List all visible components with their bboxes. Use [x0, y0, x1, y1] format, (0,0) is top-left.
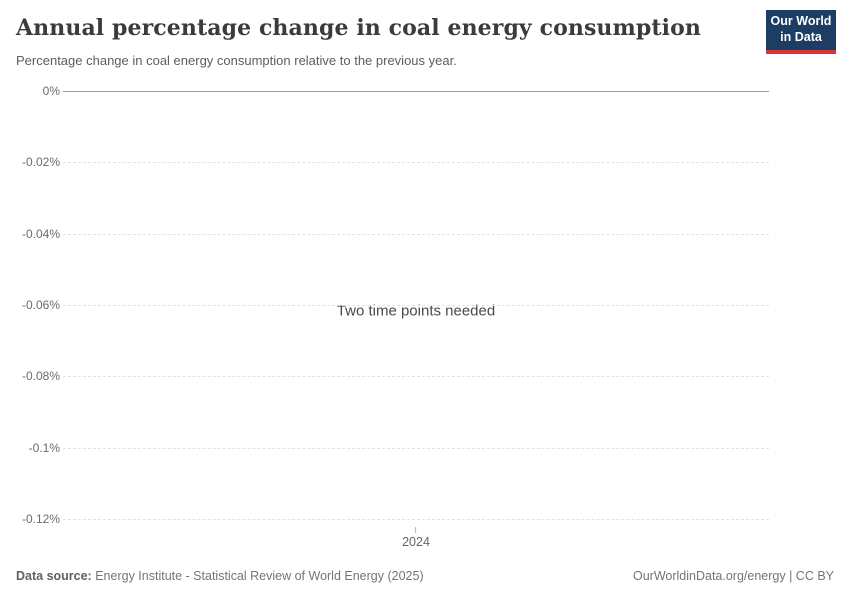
- chart-subtitle: Percentage change in coal energy consump…: [16, 53, 457, 68]
- owid-credit-link[interactable]: OurWorldinData.org/energy | CC BY: [632, 569, 834, 583]
- gridline: [63, 305, 769, 306]
- data-source-text: Energy Institute - Statistical Review of…: [95, 569, 424, 583]
- y-axis-tick-label: -0.02%: [21, 155, 60, 170]
- zero-gridline: [63, 91, 769, 92]
- x-axis-tick-mark: [415, 527, 417, 533]
- x-axis-tick-label: 2024: [402, 535, 430, 549]
- owid-logo-line2: in Data: [780, 30, 822, 44]
- y-axis-tick-label: -0.08%: [21, 369, 60, 384]
- x-axis-tick: 2024: [402, 527, 430, 549]
- gridline: [63, 162, 769, 164]
- data-source-label: Data source:: [16, 569, 92, 583]
- gridline: [63, 519, 769, 520]
- owid-logo-line1: Our World: [770, 14, 832, 29]
- gridline: [63, 376, 769, 378]
- y-axis-tick-label: -0.06%: [21, 298, 60, 312]
- gridline: [63, 447, 769, 449]
- y-axis-tick-label: -0.12%: [21, 512, 60, 526]
- y-axis-tick-label: -0.1%: [28, 440, 60, 455]
- chart-footer: Data source: Energy Institute - Statisti…: [16, 569, 834, 583]
- plot-area: Two time points needed 0% -0.02% -0.04% -0.…: [16, 84, 769, 561]
- owid-logo[interactable]: Our World in Data: [766, 10, 836, 54]
- page-title: Annual percentage change in coal energy …: [16, 15, 701, 41]
- y-axis-tick-label: -0.04%: [21, 226, 60, 241]
- gridline: [63, 233, 769, 235]
- y-axis-tick-label: 0%: [42, 84, 60, 98]
- chart-empty-message: Two time points needed: [336, 302, 496, 320]
- data-source: Data source: Energy Institute - Statisti…: [16, 569, 424, 583]
